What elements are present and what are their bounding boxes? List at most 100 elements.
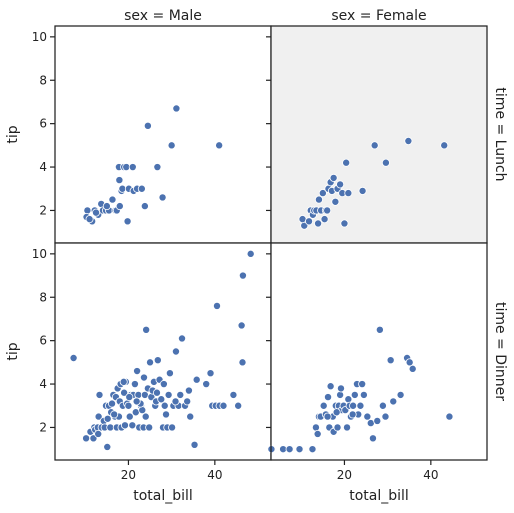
data-point (285, 445, 294, 454)
data-point (132, 397, 141, 406)
data-point (69, 354, 78, 363)
data-point (183, 397, 192, 406)
data-point (128, 163, 137, 172)
y-tick-label: 6 (39, 334, 47, 348)
data-point (142, 325, 151, 334)
data-point (349, 401, 358, 410)
data-point (219, 401, 228, 410)
data-point (356, 401, 365, 410)
data-point (190, 440, 199, 449)
y-tick-label: 8 (39, 290, 47, 304)
data-point (404, 137, 413, 146)
panel-0-0: 2 4 6 8 10 (32, 25, 272, 248)
data-point (373, 416, 382, 425)
panel-frame (270, 242, 488, 461)
data-point (378, 401, 387, 410)
panel-1-0: 2 4 6 8 10 20 40 (32, 242, 272, 482)
data-point (314, 219, 323, 228)
data-point (238, 271, 247, 280)
data-point (184, 386, 193, 395)
data-point (313, 429, 322, 438)
y-tick-label: 10 (32, 30, 47, 44)
data-point (234, 401, 243, 410)
data-point (320, 215, 329, 224)
data-point (332, 408, 341, 417)
data-point (115, 202, 124, 211)
data-point (386, 356, 395, 365)
data-point (130, 380, 139, 389)
data-point (381, 158, 390, 167)
data-point (103, 414, 112, 423)
data-point (133, 367, 142, 376)
data-point (171, 347, 180, 356)
data-point (139, 373, 148, 382)
data-point (340, 219, 349, 228)
panel-background (55, 26, 271, 243)
data-point (319, 401, 328, 410)
data-point (172, 104, 181, 113)
labels-layer: sex = Male sex = Female time = Lunch time =… (5, 8, 508, 504)
data-point (314, 195, 323, 204)
data-point (348, 410, 357, 419)
panel-background (271, 26, 487, 243)
data-point (162, 410, 171, 419)
data-point (308, 445, 317, 454)
data-point (85, 215, 94, 224)
data-point (167, 141, 176, 150)
x-tick-label: 20 (337, 468, 352, 482)
data-point (237, 321, 246, 330)
data-point (83, 206, 92, 215)
data-point (192, 375, 201, 384)
data-point (215, 141, 224, 150)
x-axis-label: total_bill (133, 488, 193, 504)
data-point (128, 421, 137, 430)
data-point (82, 434, 91, 443)
data-point (125, 393, 134, 402)
data-point (326, 382, 335, 391)
data-point (344, 189, 353, 198)
y-tick-label: 4 (39, 377, 47, 391)
y-tick-label: 10 (32, 247, 47, 261)
panel-background (271, 243, 487, 460)
data-point (396, 390, 405, 399)
data-point (246, 249, 255, 258)
x-tick-label: 40 (423, 468, 438, 482)
data-point (141, 412, 150, 421)
data-point (344, 395, 353, 404)
data-point (119, 377, 128, 386)
data-point (329, 173, 338, 182)
x-tick-label: 20 (121, 468, 136, 482)
data-point (108, 399, 117, 408)
data-point (358, 380, 367, 389)
data-point (440, 141, 449, 150)
x-tick-label: 40 (207, 468, 222, 482)
column-title: sex = Male (124, 8, 202, 24)
y-tick-label: 4 (39, 160, 47, 174)
data-point (124, 401, 133, 410)
data-point (146, 358, 155, 367)
column-title: sex = Female (331, 8, 426, 24)
data-point (336, 384, 345, 393)
data-point (103, 442, 112, 451)
data-point (95, 390, 104, 399)
data-point (153, 163, 162, 172)
data-point (164, 390, 173, 399)
data-point (336, 390, 345, 399)
data-point (381, 412, 390, 421)
data-point (212, 301, 221, 310)
data-point (110, 410, 119, 419)
y-tick-label: 2 (39, 203, 47, 217)
data-point (176, 390, 185, 399)
data-point (145, 423, 154, 432)
data-point (375, 325, 384, 334)
data-point (92, 208, 101, 217)
data-point (333, 423, 342, 432)
data-point (125, 412, 134, 421)
data-point (102, 202, 111, 211)
data-point (160, 401, 169, 410)
y-tick-label: 8 (39, 73, 47, 87)
data-point (186, 412, 195, 421)
data-point (137, 184, 146, 193)
data-point (159, 380, 168, 389)
data-point (343, 423, 352, 432)
